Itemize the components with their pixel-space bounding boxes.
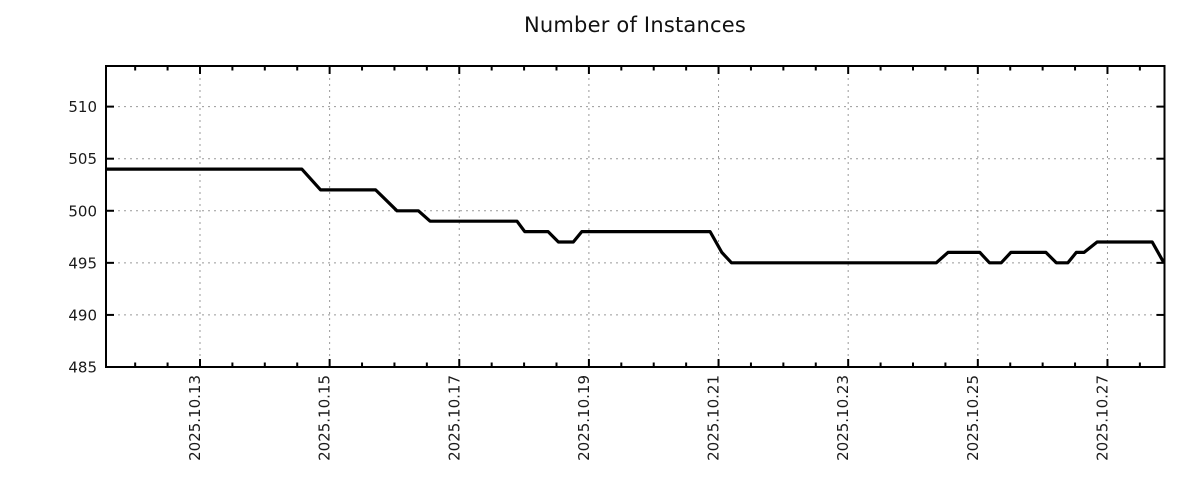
x-tick-label: 2025.10.15 (316, 375, 334, 461)
x-tick-label: 2025.10.23 (834, 375, 852, 461)
x-tick-label: 2025.10.13 (186, 375, 204, 461)
y-tick-label: 490 (68, 306, 97, 324)
instances-line (106, 167, 1166, 265)
x-tick-label: 2025.10.27 (1093, 375, 1111, 461)
y-tick-label: 505 (68, 150, 97, 168)
x-tick-label: 2025.10.19 (575, 375, 593, 461)
x-tick-label: 2025.10.21 (705, 375, 723, 461)
y-tick-label: 510 (68, 98, 97, 116)
plot-border (105, 65, 1166, 368)
y-tick-label: 485 (68, 359, 97, 377)
chart-title: Number of Instances (523, 13, 746, 37)
x-tick-label: 2025.10.17 (445, 375, 463, 461)
x-tick-label: 2025.10.25 (964, 375, 982, 461)
y-tick-label: 500 (68, 202, 97, 220)
y-tick-label: 495 (68, 254, 97, 272)
